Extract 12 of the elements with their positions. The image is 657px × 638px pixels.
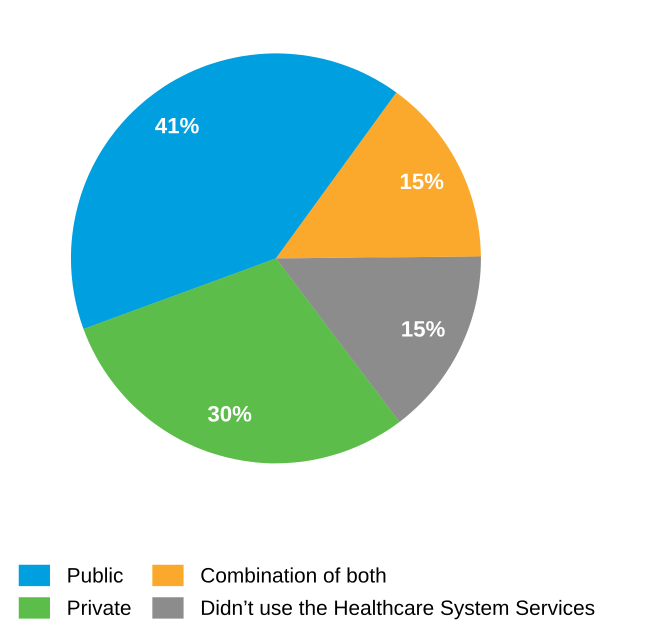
pie-slice (276, 256, 481, 422)
legend-label: Public (68, 567, 123, 583)
data-label: 41% (155, 118, 199, 134)
legend-label: Private (68, 600, 131, 616)
data-label: 15% (400, 174, 444, 190)
pie-slice (276, 92, 481, 258)
pie-slice (83, 258, 400, 464)
legend-label: Didn’t use the Healthcare System Services (202, 600, 594, 620)
pie-slice (71, 53, 396, 329)
legend-label: Combination of both (201, 567, 386, 583)
data-label: 15% (402, 321, 445, 337)
data-label: 30% (208, 406, 252, 422)
